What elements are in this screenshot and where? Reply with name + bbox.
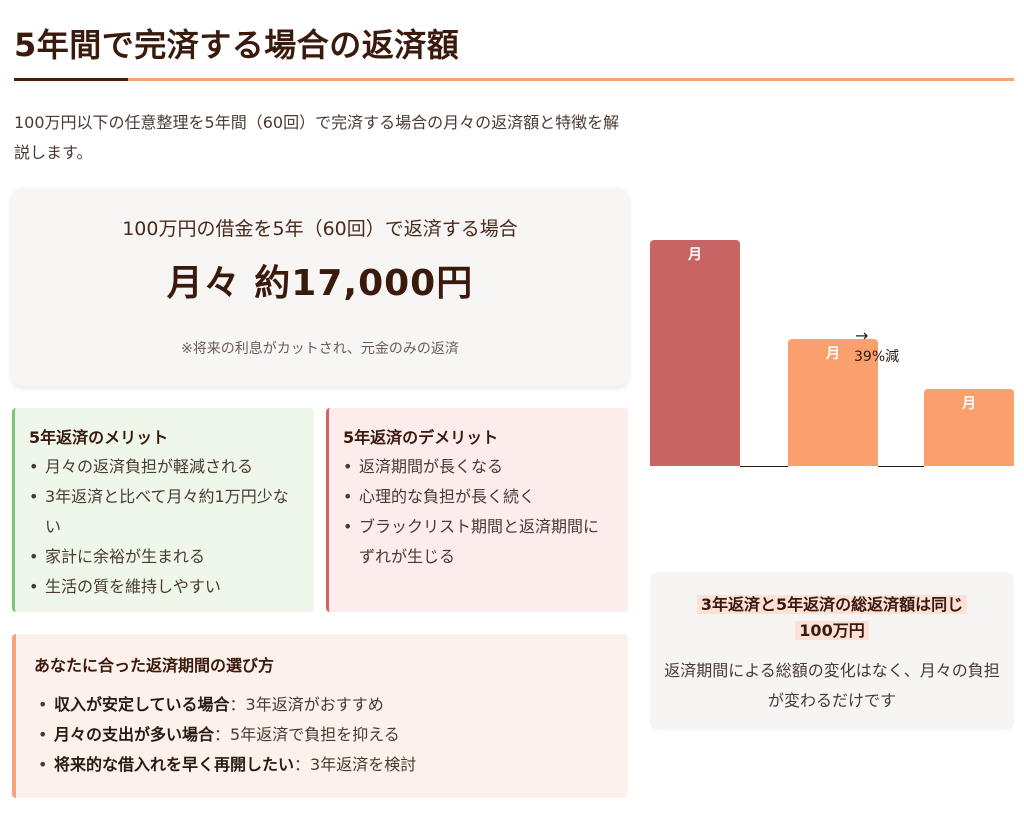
- tip-label: 月々の支出が多い場合: [54, 725, 215, 744]
- summary-amount: 月々 約17,000円: [166, 263, 474, 304]
- chart-baseline: [740, 466, 788, 467]
- merits-title: 5年返済のメリット: [29, 428, 169, 447]
- tip-text: 5年返済で負担を抑える: [230, 725, 400, 744]
- chart-bar-label: 月: [688, 247, 702, 263]
- tip-text: 3年返済を検討: [310, 755, 417, 774]
- list-item: 収入が安定している場合：3年返済がおすすめ: [34, 690, 610, 720]
- list-item: ブラックリスト期間と返済期間にずれが生じる: [343, 512, 614, 572]
- list-item: 返済期間が長くなる: [343, 452, 614, 482]
- list-item: 心理的な負担が長く続く: [343, 482, 614, 512]
- total-body: 返済期間による総額の変化はなく、月々の負担が変わるだけです: [664, 661, 1000, 710]
- demerits-title: 5年返済のデメリット: [343, 428, 499, 447]
- reduction-arrow: →: [855, 326, 869, 345]
- total-card: 3年返済と5年返済の総返済額は同じ 100万円 返済期間による総額の変化はなく、…: [650, 572, 1014, 730]
- summary-card: 100万円の借金を5年（60回）で返済する場合 月々 約17,000円 ※将来の…: [12, 188, 628, 386]
- chart-baseline: [878, 466, 924, 467]
- list-item: 月々の支出が多い場合：5年返済で負担を抑える: [34, 720, 610, 750]
- merits-list: 月々の返済負担が軽減される 3年返済と比べて月々約1万円少ない 家計に余裕が生ま…: [29, 452, 300, 602]
- payment-comparison-chart: 月月月 → 39%減: [650, 236, 1016, 476]
- chart-bar-label: 月: [962, 396, 976, 412]
- total-heading: 3年返済と5年返済の総返済額は同じ 100万円: [650, 592, 1014, 644]
- list-item: 生活の質を維持しやすい: [29, 572, 300, 602]
- title-underline-accent: [14, 78, 128, 81]
- summary-heading: 100万円の借金を5年（60回）で返済する場合: [122, 218, 518, 240]
- list-item: 将来的な借入れを早く再開したい：3年返済を検討: [34, 750, 610, 780]
- tips-box: あなたに合った返済期間の選び方 収入が安定している場合：3年返済がおすすめ 月々…: [12, 634, 628, 798]
- reduction-label: 39%減: [854, 349, 900, 365]
- list-item: 家計に余裕が生まれる: [29, 542, 300, 572]
- intro-text: 100万円以下の任意整理を5年間（60回）で完済する場合の月々の返済額と特徴を解…: [14, 113, 620, 162]
- demerits-list: 返済期間が長くなる 心理的な負担が長く続く ブラックリスト期間と返済期間にずれが…: [343, 452, 614, 572]
- title-underline: [14, 78, 1014, 81]
- tip-separator: ：: [294, 755, 311, 774]
- tip-separator: ：: [214, 725, 231, 744]
- chart-bar-label: 月: [826, 346, 840, 362]
- summary-note: ※将来の利息がカットされ、元金のみの返済: [181, 341, 459, 357]
- page-title: 5年間で完済する場合の返済額: [14, 26, 460, 64]
- merits-box: 5年返済のメリット 月々の返済負担が軽減される 3年返済と比べて月々約1万円少な…: [12, 408, 314, 612]
- chart-bar: 月: [788, 339, 878, 466]
- total-heading-line1: 3年返済と5年返済の総返済額は同じ: [696, 595, 968, 614]
- chart-bar: 月: [924, 389, 1014, 466]
- chart-bar: 月: [650, 240, 740, 466]
- tip-label: 収入が安定している場合: [54, 695, 230, 714]
- tip-label: 将来的な借入れを早く再開したい: [54, 755, 295, 774]
- tip-separator: ：: [229, 695, 246, 714]
- list-item: 月々の返済負担が軽減される: [29, 452, 300, 482]
- tips-list: 収入が安定している場合：3年返済がおすすめ 月々の支出が多い場合：5年返済で負担…: [34, 690, 610, 780]
- list-item: 3年返済と比べて月々約1万円少ない: [29, 482, 300, 542]
- total-heading-line2: 100万円: [795, 621, 869, 640]
- tips-title: あなたに合った返済期間の選び方: [34, 656, 275, 675]
- tip-text: 3年返済がおすすめ: [245, 695, 384, 714]
- demerits-box: 5年返済のデメリット 返済期間が長くなる 心理的な負担が長く続く ブラックリスト…: [326, 408, 628, 612]
